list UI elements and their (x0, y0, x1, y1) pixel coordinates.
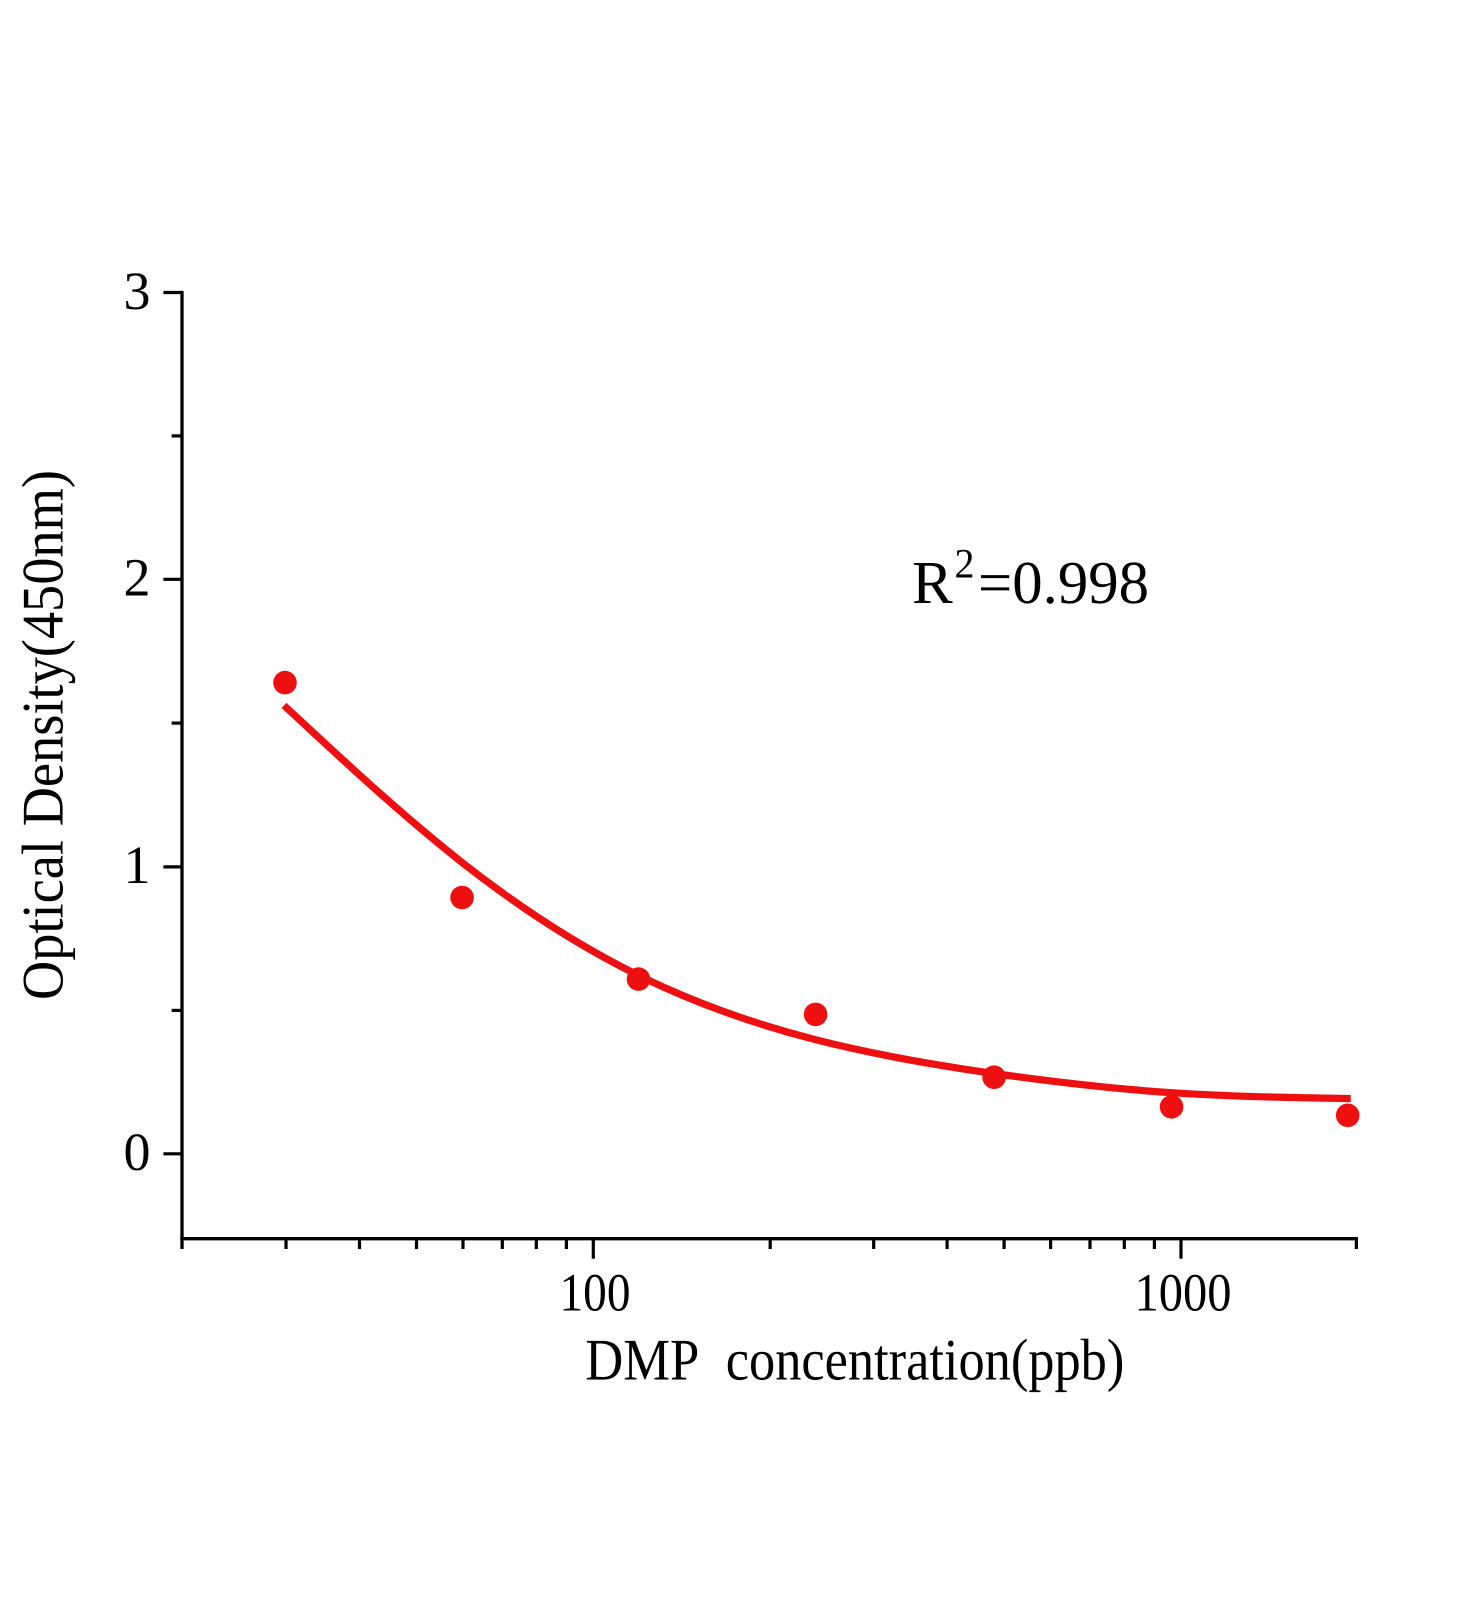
svg-text:2: 2 (955, 542, 975, 588)
svg-text:0: 0 (124, 1122, 151, 1182)
svg-text:=0.998: =0.998 (978, 550, 1149, 617)
svg-text:3: 3 (124, 261, 151, 321)
svg-text:R: R (912, 550, 953, 617)
svg-text:2: 2 (124, 548, 151, 608)
svg-text:1000: 1000 (1135, 1263, 1232, 1323)
svg-text:DMP: DMP (585, 1327, 699, 1393)
svg-text:concentration(ppb): concentration(ppb) (726, 1327, 1125, 1393)
svg-text:100: 100 (560, 1263, 631, 1323)
svg-text:1: 1 (124, 835, 151, 895)
svg-text:Optical Density(450nm): Optical Density(450nm) (10, 470, 76, 1000)
